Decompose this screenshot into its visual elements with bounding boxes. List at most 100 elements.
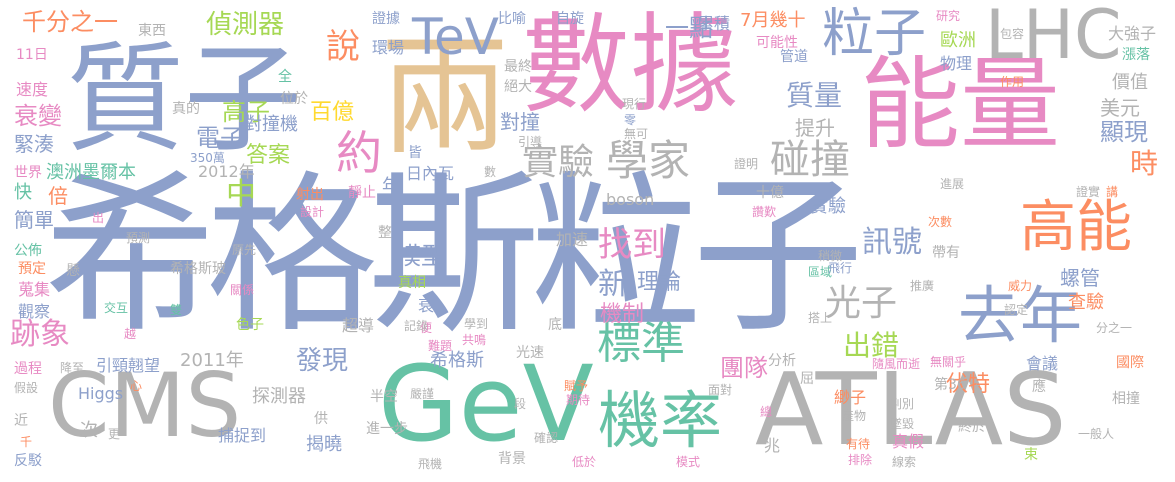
word: 模型 <box>397 242 445 270</box>
word: 真相 <box>398 275 426 291</box>
word: 便 <box>420 321 433 335</box>
word: 研究 <box>936 9 961 23</box>
word: 千分之一 <box>22 8 118 36</box>
word: 無關乎 <box>930 355 967 369</box>
word: 確認 <box>534 431 559 445</box>
word: 世界 <box>14 165 42 181</box>
word: 跡象 <box>10 317 70 352</box>
word: 伏特 <box>946 372 991 397</box>
word: 日內瓦 <box>406 164 455 183</box>
word: 美元 <box>1100 96 1140 120</box>
word: 次 <box>80 420 98 441</box>
word: 學家 <box>606 136 691 185</box>
word: 全 <box>278 69 292 85</box>
word: GeV <box>378 343 594 465</box>
word: 百億 <box>310 100 355 125</box>
word: 近 <box>14 413 28 429</box>
word: TeV <box>412 8 500 66</box>
word: 相撞 <box>1112 391 1140 407</box>
word: 蒐集 <box>18 280 51 299</box>
word: 現行 <box>622 97 647 111</box>
word: 共鳴 <box>462 333 487 347</box>
word: 千 <box>20 435 33 449</box>
word: 進一步 <box>366 421 408 437</box>
word: 賦予 <box>564 379 589 393</box>
word: 緊湊 <box>14 132 54 156</box>
word: 引頸翹望 <box>96 356 161 375</box>
word: 希格斯粒子 <box>44 155 864 356</box>
word: boson <box>606 190 655 209</box>
word: 記錄 <box>404 319 429 333</box>
word: 分之一 <box>1096 321 1133 335</box>
word: 7月幾十 <box>740 10 806 31</box>
word: 物理 <box>940 54 973 73</box>
word: 讚歎 <box>752 205 777 219</box>
word: 帶有 <box>932 245 960 261</box>
word: 管道 <box>780 49 808 65</box>
word: 大強子 <box>1108 24 1157 43</box>
word: 希格斯 <box>430 350 484 371</box>
word: 累積 <box>698 14 731 33</box>
word: 靜止 <box>348 185 376 201</box>
word: 揭曉 <box>306 434 342 455</box>
word: 超導 <box>342 316 375 335</box>
word: 更 <box>108 427 121 441</box>
word: 區域 <box>808 265 833 279</box>
word: 實驗 <box>810 196 846 217</box>
word: 快 <box>14 182 32 203</box>
word: 澳洲墨爾本 <box>46 162 136 183</box>
word: 碰撞 <box>770 137 850 183</box>
word: 會議 <box>1026 354 1059 373</box>
word: 總 <box>760 405 773 419</box>
word: 難題 <box>428 339 453 353</box>
word: 底 <box>548 317 562 333</box>
word: 衰變 <box>14 102 62 130</box>
word: 次數 <box>928 215 953 229</box>
word: 出錯 <box>843 329 900 362</box>
word: 包容 <box>1000 27 1025 41</box>
word: 能量 <box>860 46 1060 163</box>
word: 標準 <box>597 318 685 369</box>
word: 假設 <box>14 381 39 395</box>
word: 分析 <box>768 353 796 369</box>
word: 機制 <box>600 302 645 327</box>
word: 速度 <box>16 80 49 99</box>
word: 真的 <box>172 101 200 117</box>
word: 墜毀 <box>890 417 915 431</box>
word: 絕大 <box>504 79 532 95</box>
word: 證明 <box>734 157 759 171</box>
word: 飛行 <box>828 261 853 275</box>
word: 公佈 <box>14 243 42 259</box>
word: 排除 <box>848 453 873 467</box>
word: 實驗 <box>522 142 595 183</box>
word: 判別 <box>890 397 915 411</box>
word: 質量 <box>786 79 843 112</box>
word: 兆 <box>764 436 781 455</box>
word: 真假 <box>892 432 925 451</box>
word: 第36 <box>934 377 966 393</box>
word: 價值 <box>1112 72 1148 93</box>
word: 講 <box>1106 185 1119 199</box>
word: 歐洲 <box>940 30 976 51</box>
word: 心 <box>130 379 143 393</box>
word: 隨風而逝 <box>872 357 921 371</box>
word: 提升 <box>795 116 835 140</box>
word: 希格斯玻 <box>170 261 226 277</box>
word: 2012年 <box>198 162 255 181</box>
word: 供 <box>314 411 328 427</box>
word: 飛機 <box>418 457 443 471</box>
word: 推廣 <box>910 279 935 293</box>
word: 粒子 <box>822 4 927 64</box>
word: 引導 <box>518 135 543 149</box>
word: 顯現 <box>1100 118 1148 146</box>
word: 對撞 <box>500 110 540 134</box>
word: 作用 <box>1000 75 1025 89</box>
word: 認定 <box>1004 303 1029 317</box>
word: 威力 <box>1008 279 1033 293</box>
word: 產物 <box>842 409 867 423</box>
word: 中 <box>226 177 256 212</box>
word: 預定 <box>18 261 46 277</box>
word: 光速 <box>516 345 544 361</box>
word: 電子 <box>196 124 244 152</box>
word: 終於 <box>958 419 986 435</box>
